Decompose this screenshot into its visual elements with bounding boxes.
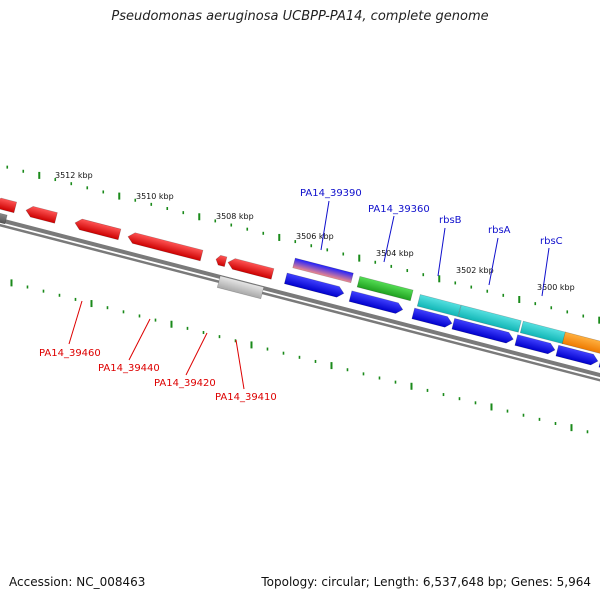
scale-label: 3504 kbp xyxy=(376,249,414,258)
gene-leader-line xyxy=(437,227,446,277)
gene-orange[interactable] xyxy=(561,331,600,357)
gene-blue-forward[interactable] xyxy=(451,318,515,344)
gene-leader-line xyxy=(488,237,499,286)
accession-text: Accession: NC_008463 xyxy=(9,575,146,589)
scale-label: 3512 kbp xyxy=(55,171,93,180)
genome-summary-text: Topology: circular; Length: 6,537,648 bp… xyxy=(261,575,591,589)
gene-red[interactable] xyxy=(127,231,204,262)
gene-leader-line xyxy=(383,215,395,263)
gene-blue-forward[interactable] xyxy=(348,290,404,315)
gene-label: PA14_39460 xyxy=(39,348,101,359)
gene-red[interactable] xyxy=(227,257,275,280)
gene-label: PA14_39410 xyxy=(215,392,277,403)
genome-backbone-inner xyxy=(0,223,600,382)
gene-blue-forward[interactable] xyxy=(284,272,345,299)
gene-label: PA14_39360 xyxy=(368,204,430,215)
gene-red[interactable] xyxy=(25,205,58,224)
gene-blue-forward[interactable] xyxy=(411,307,453,329)
gene-leader-line xyxy=(541,247,550,297)
gene-leader-line xyxy=(235,339,245,390)
gene-label: rbsC xyxy=(540,236,563,247)
gene-rbsa[interactable] xyxy=(457,304,522,333)
gene-blue-forward[interactable] xyxy=(598,356,600,372)
gene-rbsb[interactable] xyxy=(416,294,462,318)
gene-red[interactable] xyxy=(215,254,228,268)
scale-label: 3506 kbp xyxy=(296,232,334,241)
gene-leader-line xyxy=(128,318,151,361)
gene-red[interactable] xyxy=(0,197,18,214)
gene-blue-forward[interactable] xyxy=(514,334,556,356)
gene-red[interactable] xyxy=(74,218,122,241)
gene-label: rbsB xyxy=(439,215,462,226)
gene-label: PA14_39390 xyxy=(300,188,362,199)
gene-label: rbsA xyxy=(488,225,511,236)
gene-leader-line xyxy=(68,300,83,345)
scale-label: 3500 kbp xyxy=(537,283,575,292)
scale-label: 3508 kbp xyxy=(216,212,254,221)
gene-leader-line xyxy=(185,332,208,376)
genome-backbone xyxy=(0,217,600,378)
scale-label: 3510 kbp xyxy=(136,192,174,201)
map-title: Pseudomonas aeruginosa UCBPP-PA14, compl… xyxy=(111,9,489,24)
gene-pa14-39390[interactable] xyxy=(292,257,354,284)
gene-pa14-39360[interactable] xyxy=(356,275,414,302)
scale-label: 3502 kbp xyxy=(456,266,494,275)
gene-label: PA14_39440 xyxy=(98,363,160,374)
gene-pa14-39410-block[interactable] xyxy=(216,275,265,300)
gene-gray[interactable] xyxy=(0,211,8,225)
gene-blue-forward[interactable] xyxy=(555,344,599,366)
gene-label: PA14_39420 xyxy=(154,378,216,389)
gene-leader-line xyxy=(320,200,330,251)
